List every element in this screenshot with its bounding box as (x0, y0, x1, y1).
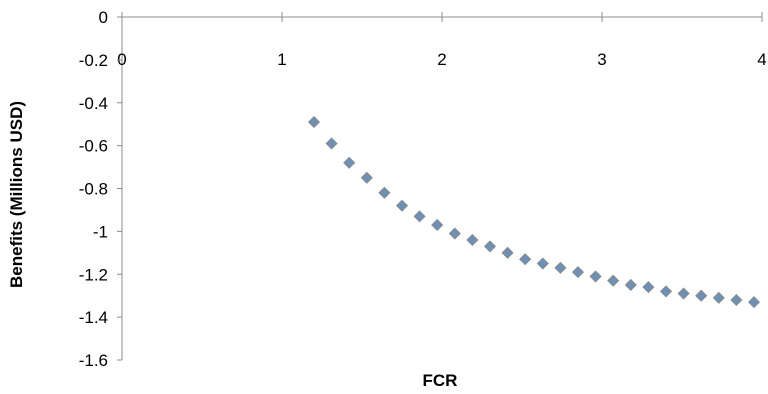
data-point (448, 227, 461, 240)
x-tick-label: 2 (437, 50, 446, 69)
y-tick-label: -1.2 (79, 265, 108, 284)
y-tick-label: -1.6 (79, 351, 108, 370)
data-point (659, 285, 673, 298)
data-point (642, 281, 655, 294)
data-point (554, 261, 567, 274)
y-tick-label: -1 (93, 222, 108, 241)
x-tick-label: 1 (277, 50, 286, 69)
data-point (483, 240, 497, 253)
data-point (519, 253, 532, 266)
data-point (677, 287, 690, 300)
data-point (501, 246, 514, 259)
data-point (607, 274, 620, 287)
data-points (307, 115, 761, 309)
y-axis-title: Benefits (Millions USD) (7, 101, 26, 288)
data-point (589, 270, 602, 283)
data-point (360, 171, 373, 184)
data-point (395, 199, 409, 212)
data-point (536, 257, 549, 270)
data-point (730, 293, 743, 307)
y-tick-label: -0.2 (79, 51, 108, 70)
data-point (712, 291, 725, 304)
data-point (413, 210, 426, 223)
data-point (466, 233, 479, 247)
data-point (307, 115, 321, 129)
y-tick-label: -0.6 (79, 137, 108, 156)
y-tick-label: 0 (99, 8, 108, 27)
data-point (747, 296, 761, 309)
data-point (343, 156, 356, 169)
data-point (378, 186, 391, 199)
x-tick-label: 3 (597, 50, 606, 69)
data-point (695, 289, 708, 302)
data-point (431, 218, 444, 232)
data-point (624, 278, 637, 292)
x-axis-title: FCR (423, 371, 458, 390)
y-tick-label: -0.8 (79, 180, 108, 199)
y-tick-label: -0.4 (79, 94, 108, 113)
y-axis-ticks: 0 -0.2 -0.4 -0.6 -0.8 -1 -1.2 -1.4 -1.6 (79, 8, 122, 370)
x-tick-label: 4 (757, 50, 766, 69)
data-point (325, 137, 338, 150)
data-point (571, 266, 585, 279)
y-tick-label: -1.4 (79, 308, 108, 327)
